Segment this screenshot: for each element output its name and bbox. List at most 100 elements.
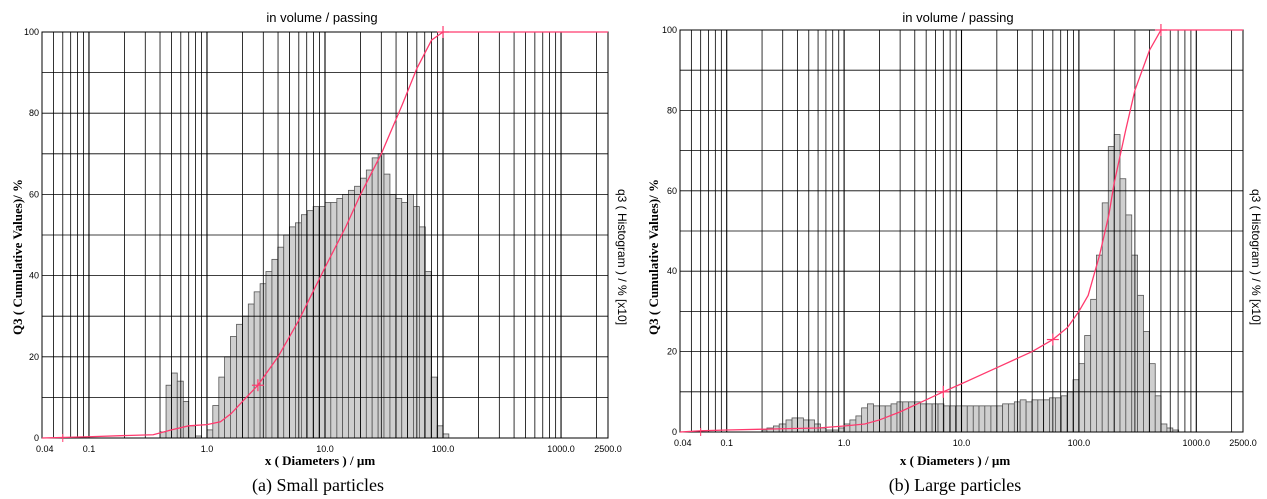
histogram-bar: [943, 405, 951, 433]
y-tick-label: 20: [667, 347, 677, 357]
plot-area: 0.04 0.1 1.0 10.0 100.0 1000.0 2500.0 0 20 40 60 80…: [24, 26, 622, 454]
y-axis-label: Q3 ( Cumulative Values)/ %: [10, 179, 25, 335]
histogram-bar: [442, 433, 450, 439]
histogram-bar: [424, 271, 432, 439]
x-tick-label: 100.0: [1068, 438, 1091, 448]
histogram-bar: [1008, 403, 1015, 433]
histogram-bar: [925, 403, 933, 433]
histogram-bar: [354, 185, 361, 439]
histogram-bar: [430, 376, 438, 439]
y-tick-label: 20: [29, 352, 39, 362]
chart-title: in volume / passing: [902, 10, 1013, 25]
right-axis-label: q3 ( Histogram ) / % [x10]: [615, 189, 629, 325]
histogram-bar: [330, 202, 338, 439]
histogram-bar: [1154, 395, 1162, 433]
y-tick-label: 60: [29, 189, 39, 199]
histogram-bar: [920, 403, 927, 433]
x-tick-label: 2500.0: [594, 444, 622, 454]
x-tick-label: 1.0: [201, 444, 214, 454]
x-tick-label: 1000.0: [1183, 438, 1211, 448]
histogram-bar: [371, 157, 379, 439]
histogram-bar: [206, 429, 214, 439]
chart-small-particles: in volume / passing Q3 ( Cumulative Valu…: [10, 10, 629, 496]
x-tick-label: 10.0: [316, 444, 334, 454]
y-tick-label: 0: [672, 427, 677, 437]
x-tick-label: 2500.0: [1229, 438, 1257, 448]
histogram-bar: [820, 427, 827, 433]
histogram-bar: [961, 405, 968, 433]
histogram-bar: [218, 376, 225, 439]
histogram-bar: [1060, 395, 1068, 433]
y-axis-label: Q3 ( Cumulative Values)/ %: [646, 179, 661, 335]
histogram-bar: [1066, 391, 1074, 433]
histogram-bar: [312, 206, 320, 439]
x-tick-label: 10.0: [953, 438, 971, 448]
histogram-bar: [1031, 399, 1039, 433]
cumulative-curve: [41, 31, 608, 439]
caption: (b) Large particles: [889, 475, 1022, 496]
histogram-bar: [861, 407, 868, 433]
x-tick-label: 0.04: [36, 444, 54, 454]
histogram-bar: [978, 405, 986, 433]
histogram-bar: [283, 234, 290, 439]
histogram-bar: [990, 405, 998, 433]
x-tick-label: 0.04: [674, 438, 692, 448]
x-tick-label: 0.1: [720, 438, 733, 448]
histogram-bar: [306, 210, 314, 439]
histogram-bar: [188, 425, 196, 439]
histogram-bar: [1019, 399, 1027, 433]
histogram-bar: [324, 202, 332, 439]
x-tick-label: 0.1: [83, 444, 96, 454]
histogram-bar: [1125, 214, 1133, 433]
histogram-bar: [1078, 363, 1086, 433]
histogram-bar: [383, 173, 391, 439]
histogram-bar: [1119, 178, 1127, 433]
y-tick-label: 40: [29, 271, 39, 281]
cumulative-curve: [679, 29, 1243, 433]
chart-large-particles: in volume / passing Q3 ( Cumulative Valu…: [646, 10, 1263, 496]
plot-frame: [41, 31, 609, 439]
histogram-bar: [1143, 331, 1150, 433]
histogram-bar: [395, 198, 403, 439]
histogram-bar: [914, 401, 921, 433]
plot-area: 0.04 0.1 1.0 10.0 100.0 1000.0 2500.0 0 20 40 60 80…: [662, 24, 1257, 448]
right-axis-label: q3 ( Histogram ) / % [x10]: [1249, 189, 1263, 325]
histogram-bar: [785, 419, 793, 433]
histogram-bar: [996, 405, 1004, 433]
histogram-bar: [890, 403, 898, 433]
histogram-bar: [401, 202, 408, 439]
chart-title: in volume / passing: [266, 10, 377, 25]
histogram-bar: [873, 405, 880, 433]
histogram-bar: [1090, 298, 1097, 433]
histogram-bar: [949, 405, 957, 433]
histogram-bar: [1084, 335, 1092, 433]
histogram-bar: [838, 427, 845, 433]
x-tick-label: 100.0: [432, 444, 455, 454]
histogram-bar: [1025, 401, 1033, 433]
histogram-bar: [247, 303, 255, 439]
histogram-bar: [796, 417, 804, 433]
plot-frame: [679, 29, 1244, 433]
histogram-bar: [802, 419, 810, 433]
x-axis-label: x ( Diameters ) / µm: [265, 453, 376, 468]
histogram-bar: [984, 405, 992, 433]
histogram-bar: [902, 401, 910, 433]
histogram-bar: [236, 323, 243, 439]
histogram-bar: [884, 405, 892, 433]
histogram-bar: [972, 405, 980, 433]
y-tick-label: 40: [667, 266, 677, 276]
histogram-bar: [791, 417, 798, 433]
histogram-bar: [1160, 423, 1168, 433]
histogram-bar: [360, 177, 367, 439]
histogram-bar: [966, 405, 974, 433]
histogram-bar: [242, 315, 249, 439]
histogram-bar: [182, 401, 190, 439]
y-tick-label: 60: [667, 186, 677, 196]
x-tick-label: 1.0: [838, 438, 851, 448]
histogram-bar: [265, 271, 273, 439]
y-tick-label: 100: [24, 27, 39, 37]
histogram-bar: [1043, 399, 1050, 433]
histogram-bar: [867, 403, 874, 433]
histogram-bar: [1137, 294, 1144, 433]
